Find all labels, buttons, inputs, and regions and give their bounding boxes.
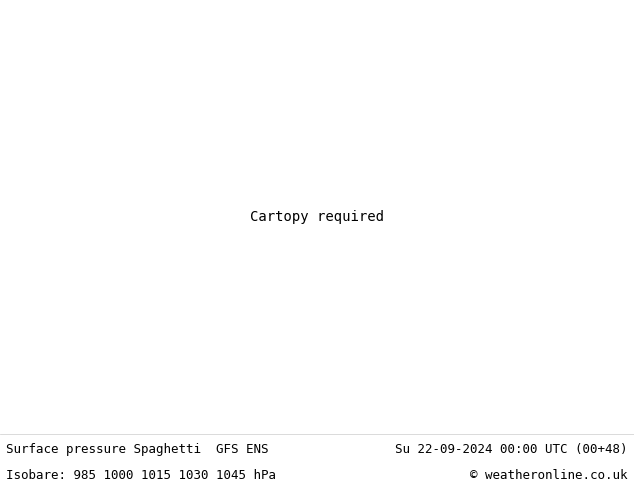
Text: Su 22-09-2024 00:00 UTC (00+48): Su 22-09-2024 00:00 UTC (00+48) <box>395 443 628 456</box>
Text: Surface pressure Spaghetti  GFS ENS: Surface pressure Spaghetti GFS ENS <box>6 443 269 456</box>
Text: © weatheronline.co.uk: © weatheronline.co.uk <box>470 469 628 483</box>
Text: Cartopy required: Cartopy required <box>250 210 384 224</box>
Text: Isobare: 985 1000 1015 1030 1045 hPa: Isobare: 985 1000 1015 1030 1045 hPa <box>6 469 276 483</box>
